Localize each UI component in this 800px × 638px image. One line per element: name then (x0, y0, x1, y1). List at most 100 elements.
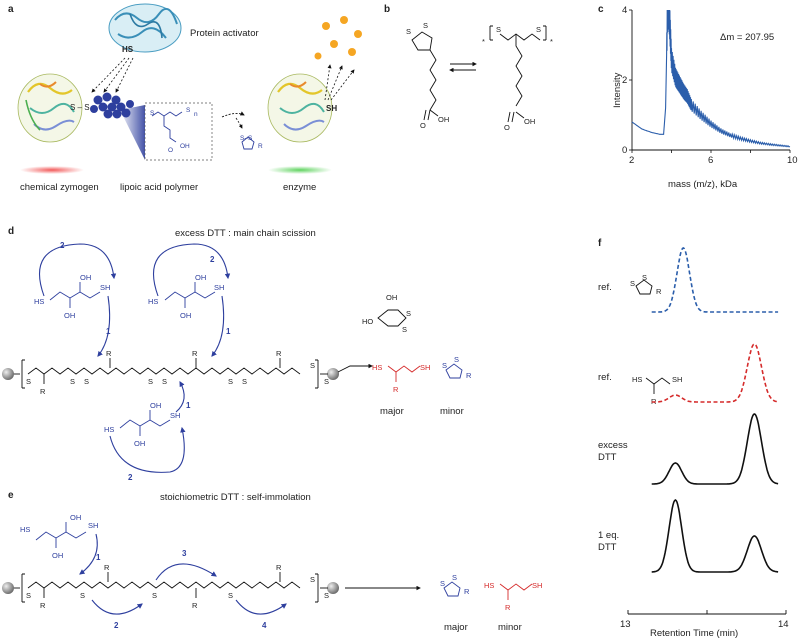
svg-text:S: S (228, 591, 233, 600)
f-trace-2 (651, 343, 779, 403)
panel-letter-b: b (384, 4, 390, 15)
c-ytick-label-0: 0 (622, 145, 627, 156)
svg-text:S: S (162, 377, 167, 386)
d-dtt3-oh-top: OH (150, 401, 161, 410)
polymer-star-right: * (550, 37, 553, 46)
svg-text:HS: HS (632, 375, 642, 384)
e-chain-labels: S S S S S S R R R R (26, 563, 329, 610)
c-ytick-label-4: 4 (622, 5, 627, 16)
svg-text:OH: OH (70, 513, 81, 522)
monomer-oh: OH (438, 115, 449, 124)
e-title: stoichiometric DTT : self-immolation (160, 492, 311, 503)
e-step-1: 1 (96, 553, 101, 562)
e-minor-product: HS SH R (484, 581, 542, 612)
d-title: excess DTT : main chain scission (175, 228, 316, 239)
d-polymer-chain (2, 358, 339, 389)
svg-text:S: S (630, 279, 635, 288)
c-spectrum-line (631, 9, 791, 148)
d-dtt-3: HS SH OH OH 1 2 (104, 381, 191, 482)
enzyme-substrate-arrows (324, 64, 355, 101)
e-major-label: major (444, 622, 468, 633)
svg-text:R: R (104, 563, 110, 572)
svg-text:SH: SH (420, 363, 430, 372)
d-chain-labels: S S S S S S S S S R R R R (26, 349, 329, 396)
svg-text:S: S (310, 575, 315, 584)
d-step-2c: 2 (128, 473, 133, 482)
f-x-max: 14 (778, 619, 789, 630)
svg-text:S: S (406, 309, 411, 318)
svg-text:R: R (656, 287, 662, 296)
zymogen-glow (20, 166, 84, 174)
svg-text:S: S (84, 377, 89, 386)
svg-text:S–S: S–S (240, 135, 253, 142)
svg-text:S: S (148, 377, 153, 386)
d-dtt3-oh-bottom: OH (134, 439, 145, 448)
enzyme-protein-structure (267, 73, 333, 143)
lipoic-acid-polymer-label: lipoic acid polymer (120, 182, 198, 193)
e-polymer-chain (2, 572, 339, 603)
d-minor-product: S S R (442, 355, 472, 380)
monomer-o: O (420, 121, 426, 130)
svg-text:R: R (464, 587, 470, 596)
f-x-min: 13 (620, 619, 631, 630)
d-step-1b: 1 (226, 327, 231, 336)
d-step-1c: 1 (186, 401, 191, 410)
polymer-s1: S (496, 25, 501, 34)
polymer-oh: OH (524, 117, 535, 126)
zymogen-ss-bond: S – S (70, 103, 90, 112)
svg-text:S: S (454, 355, 459, 364)
lipoic-acid-monomer (411, 31, 439, 121)
svg-text:R: R (466, 371, 472, 380)
f-ref1-label: ref. (598, 282, 612, 293)
monomer-s2: S (423, 21, 428, 30)
c-xtick-label-10: 10 (787, 155, 798, 166)
d-dtt2-oh-bottom: OH (180, 311, 191, 320)
d-dtt2-sh: SH (214, 283, 224, 292)
activator-hs-label: HS (122, 45, 134, 54)
d-dtt-2: HS SH OH OH 2 1 (148, 243, 231, 357)
e-bead-left (2, 582, 14, 594)
c-xlabel: mass (m/z), kDa (668, 179, 738, 190)
d-dtt2-oh-top: OH (195, 273, 206, 282)
panel-letter-d: d (8, 226, 14, 237)
inset-o: O (168, 147, 173, 154)
enzyme-sh-label: SH (326, 104, 337, 113)
svg-text:HS: HS (20, 525, 30, 534)
panel-letter-e: e (8, 490, 14, 501)
inset-oh: OH (180, 143, 190, 150)
release-arrow-down (235, 117, 243, 129)
d-minor-label: minor (440, 406, 464, 417)
monomer-s1: S (406, 27, 411, 36)
svg-text:R: R (505, 603, 511, 612)
enzyme-glow (268, 166, 332, 174)
d-bead-right (327, 368, 339, 380)
svg-text:SH: SH (88, 521, 98, 530)
d-dtt1-sh: SH (100, 283, 110, 292)
inset-s-right: S (186, 107, 191, 114)
release-arrow (221, 111, 245, 118)
svg-text:S: S (26, 591, 31, 600)
svg-text:R: R (276, 563, 282, 572)
polymer-star-left: * (482, 37, 485, 46)
d-major-product: HS SH R (372, 363, 430, 394)
inset-s-left: S (150, 110, 155, 117)
c-xtick-label-2: 2 (629, 155, 634, 166)
e-step-4: 4 (262, 621, 267, 630)
svg-text:OH: OH (52, 551, 63, 560)
svg-text:S: S (310, 361, 315, 370)
svg-text:S: S (402, 325, 407, 334)
d-step-1a: 1 (106, 327, 111, 336)
f-excess-label-2: DTT (598, 452, 617, 463)
c-ytick-label-2: 2 (622, 75, 627, 86)
d-major-label: major (380, 406, 404, 417)
d-dtt1-oh-bottom: OH (64, 311, 75, 320)
svg-text:S: S (228, 377, 233, 386)
svg-text:S: S (642, 273, 647, 282)
f-trace-1 (651, 247, 779, 313)
f-ref2-label: ref. (598, 372, 612, 383)
polymer-s2: S (536, 25, 541, 34)
d-step-2b: 2 (210, 255, 215, 264)
f-excess-label-1: excess (598, 440, 628, 451)
svg-text:S: S (242, 377, 247, 386)
